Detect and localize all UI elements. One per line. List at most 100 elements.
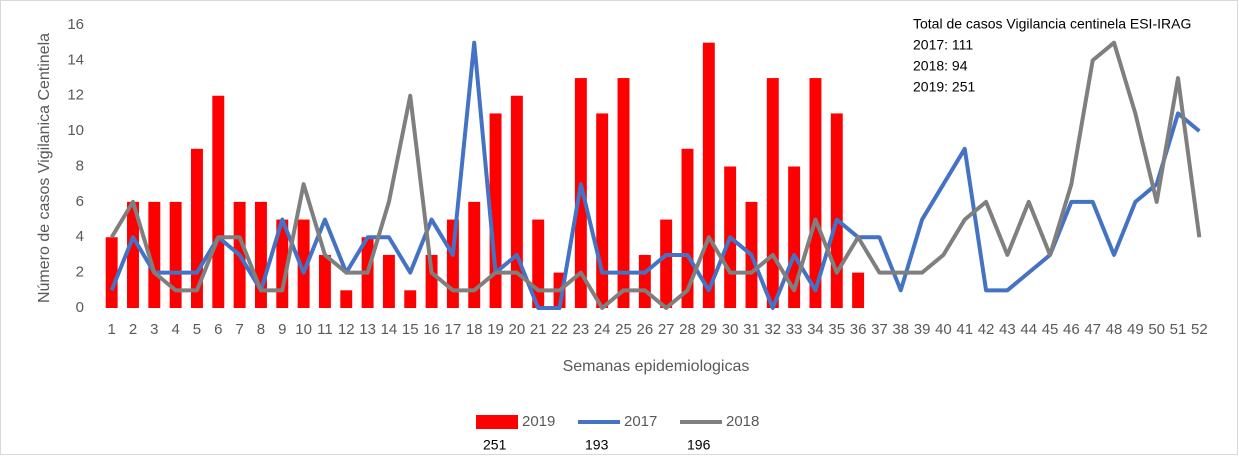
bar [489, 113, 502, 308]
y-tick-label: 14 [67, 51, 84, 68]
bar [468, 201, 481, 308]
x-tick-label: 28 [679, 321, 696, 338]
x-tick-label: 43 [999, 321, 1016, 338]
line-series [109, 40, 1202, 310]
y-tick-label: 10 [67, 122, 84, 139]
x-tick-label: 37 [871, 321, 888, 338]
x-tick-label: 12 [338, 321, 355, 338]
x-tick-label: 51 [1170, 321, 1187, 338]
y-tick-label: 16 [67, 16, 84, 33]
bar [809, 78, 822, 308]
x-tick-label: 41 [956, 321, 973, 338]
x-tick-label: 15 [402, 321, 419, 338]
y-tick-label: 4 [76, 228, 84, 245]
x-tick-label: 10 [295, 321, 312, 338]
x-tick-label: 19 [487, 321, 504, 338]
bar [382, 254, 395, 308]
x-tick-label: 47 [1084, 321, 1101, 338]
bar [852, 272, 865, 308]
x-tick-label: 13 [359, 321, 376, 338]
x-tick-label: 30 [722, 321, 739, 338]
x-tick-label: 8 [257, 321, 265, 338]
legend-total: 193 [585, 437, 609, 453]
bar [788, 166, 801, 308]
bar [596, 113, 609, 308]
x-tick-label: 39 [914, 321, 931, 338]
x-tick-label: 45 [1042, 321, 1059, 338]
x-tick-label: 50 [1148, 321, 1165, 338]
x-tick-label: 23 [573, 321, 590, 338]
y-tick-label: 2 [76, 264, 84, 281]
x-tick-label: 42 [978, 321, 995, 338]
bar [510, 95, 523, 308]
x-tick-label: 27 [658, 321, 675, 338]
x-tick-label: 44 [1020, 321, 1037, 338]
y-tick-label: 6 [76, 193, 84, 210]
x-tick-label: 11 [317, 321, 333, 338]
x-tick-label: 7 [235, 321, 243, 338]
bar [276, 219, 289, 308]
bar [297, 219, 310, 308]
annotation: 2018: 94 [913, 58, 968, 74]
x-tick-label: 32 [764, 321, 781, 338]
bar [318, 254, 331, 308]
bar [617, 78, 630, 308]
x-tick-label: 9 [278, 321, 286, 338]
x-tick-label: 48 [1106, 321, 1123, 338]
x-tick-label: 38 [892, 321, 909, 338]
x-tick-label: 5 [193, 321, 201, 338]
x-tick-label: 49 [1127, 321, 1144, 338]
bar [148, 201, 161, 308]
legend-label: 2018 [726, 413, 759, 430]
bar [702, 42, 715, 308]
x-tick-label: 33 [786, 321, 803, 338]
annotation: Total de casos Vigilancia centinela ESI-… [913, 16, 1191, 32]
bar [638, 254, 651, 308]
x-tick-label: 4 [171, 321, 179, 338]
x-tick-label: 17 [445, 321, 462, 338]
x-tick-label: 18 [466, 321, 483, 338]
legend-total: 251 [483, 437, 507, 453]
bar [532, 219, 545, 308]
x-axis-title: Semanas epidemiologicas [563, 358, 750, 375]
bar [212, 95, 225, 308]
x-tick-label: 20 [509, 321, 526, 338]
x-tick-label: 35 [828, 321, 845, 338]
bar [766, 78, 779, 308]
x-tick-label: 36 [850, 321, 867, 338]
bar [254, 201, 267, 308]
bar [169, 201, 182, 308]
x-tick-label: 3 [150, 321, 158, 338]
bar [127, 201, 139, 308]
x-tick-label: 26 [636, 321, 653, 338]
x-tick-label: 16 [423, 321, 440, 338]
legend-swatch [476, 415, 518, 429]
x-tick-label: 31 [743, 321, 760, 338]
y-tick-label: 12 [67, 87, 84, 104]
bar [340, 290, 353, 308]
bar [190, 148, 203, 308]
annotation: 2017: 111 [913, 37, 973, 53]
x-tick-label: 6 [214, 321, 222, 338]
annotation: 2019: 251 [913, 79, 975, 95]
x-tick-label: 1 [107, 321, 115, 338]
bar [404, 290, 417, 308]
y-tick-label: 8 [76, 157, 84, 174]
bar [425, 254, 438, 308]
x-tick-label: 14 [381, 321, 398, 338]
x-tick-label: 21 [530, 321, 547, 338]
legend-label: 2017 [624, 413, 657, 430]
x-tick-label: 40 [935, 321, 952, 338]
x-tick-label: 2 [129, 321, 137, 338]
x-tick-label: 29 [700, 321, 717, 338]
x-tick-label: 22 [551, 321, 568, 338]
x-tick-label: 34 [807, 321, 824, 338]
x-tick-label: 24 [594, 321, 611, 338]
bar [660, 219, 673, 308]
bar [681, 148, 694, 308]
bar [446, 219, 459, 308]
y-axis-title: Número de casos Vigilanica Centinela [36, 33, 53, 303]
y-tick-label: 0 [76, 299, 84, 316]
bar [105, 237, 118, 308]
